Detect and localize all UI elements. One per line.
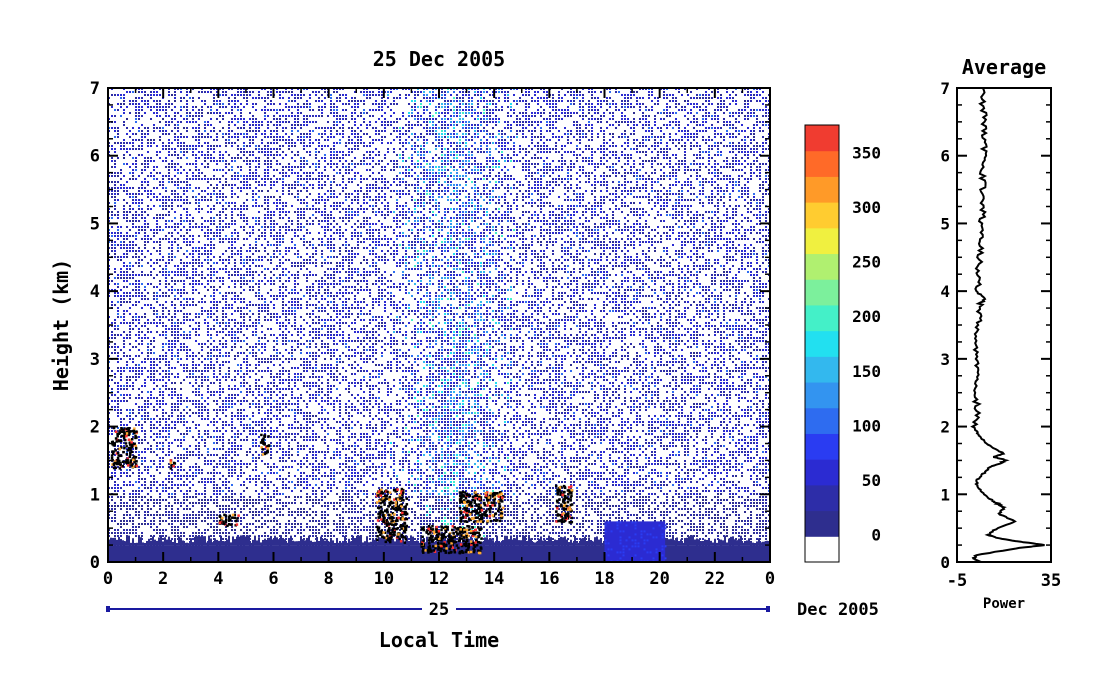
colorbar-tick-label: 150 bbox=[852, 362, 881, 381]
x-tick-label: 6 bbox=[268, 569, 278, 589]
colorbar-swatch bbox=[805, 150, 839, 177]
colorbar-swatch bbox=[805, 382, 839, 409]
colorbar-swatch bbox=[805, 356, 839, 383]
y-tick-label: 1 bbox=[90, 485, 100, 505]
x-tick-label: 22 bbox=[705, 569, 725, 589]
average-y-tick-label: 7 bbox=[940, 79, 950, 98]
colorbar-tick-label: 350 bbox=[852, 143, 881, 162]
chart-title: 25 Dec 2005 bbox=[373, 47, 505, 71]
average-y-tick-label: 6 bbox=[940, 147, 950, 166]
x-tick-label: 20 bbox=[649, 569, 669, 589]
x-tick-label: 8 bbox=[324, 569, 334, 589]
x-tick-label: 4 bbox=[213, 569, 223, 589]
y-axis-ticks: 0 1 2 3 4 5 6 7 bbox=[90, 79, 770, 573]
colorbar-tick-label: 250 bbox=[852, 253, 881, 272]
date-bar: 25 Dec 2005 bbox=[106, 600, 879, 620]
y-tick-label: 6 bbox=[90, 147, 100, 167]
x-tick-label: 16 bbox=[539, 569, 559, 589]
x-axis-label: Local Time bbox=[379, 628, 499, 652]
colorbar-swatch bbox=[805, 484, 839, 512]
x-tick-label: 12 bbox=[429, 569, 449, 589]
colorbar-tick-label: 0 bbox=[871, 526, 881, 545]
average-profile-line bbox=[970, 87, 1045, 563]
colorbar-swatch bbox=[805, 125, 839, 152]
average-profile-panel: 0 1 2 3 4 5 6 7 -5 35 Average Power bbox=[940, 55, 1061, 612]
colorbar-swatch bbox=[805, 407, 839, 434]
date-bar-month-year: Dec 2005 bbox=[797, 600, 879, 620]
colorbar-ticks: 0 50 100 150 200 250 300 350 bbox=[852, 143, 881, 544]
average-x-ticks: -5 35 bbox=[947, 552, 1061, 591]
x-tick-label: 10 bbox=[374, 569, 394, 589]
y-tick-label: 4 bbox=[90, 282, 100, 302]
y-tick-label: 2 bbox=[90, 418, 100, 438]
colorbar-swatch bbox=[805, 304, 839, 332]
colorbar-swatch bbox=[805, 510, 839, 537]
colorbar-tick-label: 100 bbox=[852, 416, 881, 435]
colorbar-swatch bbox=[805, 433, 839, 460]
x-tick-label: 0 bbox=[103, 569, 113, 589]
average-x-label: Power bbox=[983, 596, 1025, 612]
x-axis-ticks: 0 2 4 6 8 10 12 14 16 18 20 22 0 bbox=[103, 88, 775, 589]
y-tick-label: 0 bbox=[90, 553, 100, 573]
x-tick-label: 0 bbox=[765, 569, 775, 589]
colorbar-tick-label: 300 bbox=[852, 198, 881, 217]
colorbar-swatch bbox=[805, 536, 839, 563]
x-tick-label: 18 bbox=[594, 569, 614, 589]
heatmap-cells bbox=[108, 88, 770, 562]
colorbar-swatch bbox=[805, 279, 839, 306]
average-y-ticks: 0 1 2 3 4 5 6 7 bbox=[940, 79, 1051, 572]
average-x-tick-label: 35 bbox=[1041, 571, 1061, 591]
dark-echo-clusters bbox=[110, 426, 574, 555]
colorbar-tick-label: 200 bbox=[852, 307, 881, 326]
colorbar-swatch bbox=[805, 253, 839, 280]
average-y-tick-label: 3 bbox=[940, 350, 950, 369]
average-y-tick-label: 5 bbox=[940, 214, 950, 233]
average-y-tick-label: 0 bbox=[940, 553, 950, 572]
colorbar-swatch bbox=[805, 330, 839, 357]
colorbar: 0 50 100 150 200 250 300 350 bbox=[804, 124, 881, 563]
y-tick-label: 3 bbox=[90, 350, 100, 370]
average-x-tick-label: -5 bbox=[947, 571, 967, 591]
average-title: Average bbox=[962, 55, 1046, 79]
colorbar-tick-label: 50 bbox=[862, 471, 881, 490]
y-tick-label: 7 bbox=[90, 79, 100, 99]
colorbar-swatch bbox=[805, 227, 839, 255]
date-bar-day: 25 bbox=[429, 600, 449, 620]
average-y-tick-label: 2 bbox=[940, 418, 950, 437]
x-tick-label: 14 bbox=[484, 569, 504, 589]
colorbar-frame bbox=[804, 124, 840, 563]
colorbar-swatch bbox=[805, 176, 839, 203]
average-frame bbox=[956, 87, 1052, 563]
colorbar-swatch bbox=[805, 459, 839, 486]
colorbar-swatches bbox=[805, 125, 839, 563]
y-axis-label: Height (km) bbox=[49, 259, 73, 391]
average-y-tick-label: 4 bbox=[940, 282, 950, 301]
colorbar-swatch bbox=[805, 202, 839, 229]
y-tick-label: 5 bbox=[90, 214, 100, 234]
x-tick-label: 2 bbox=[158, 569, 168, 589]
average-y-tick-label: 1 bbox=[940, 485, 950, 504]
